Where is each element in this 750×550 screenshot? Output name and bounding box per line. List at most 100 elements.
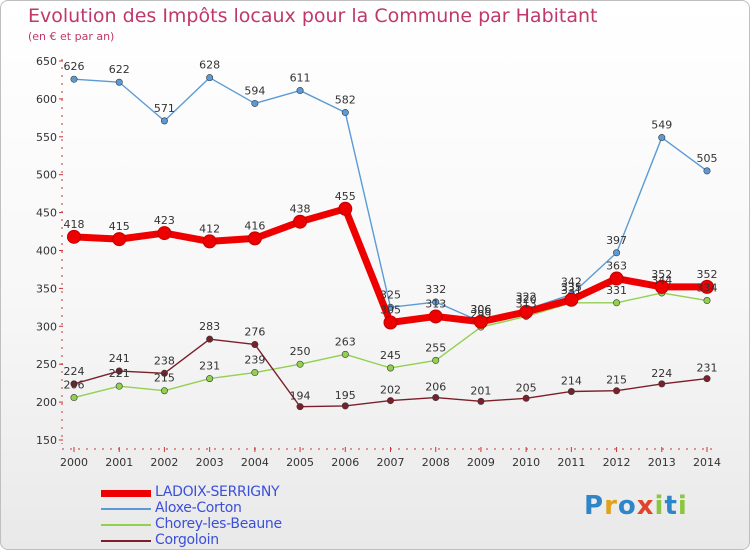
data-label: 241 <box>109 352 130 365</box>
data-point <box>613 249 621 257</box>
data-label: 231 <box>199 360 220 373</box>
data-point <box>567 387 575 395</box>
data-label: 231 <box>697 362 718 375</box>
data-label: 334 <box>697 282 718 295</box>
data-label: 335 <box>561 281 582 294</box>
data-point <box>67 229 81 244</box>
data-point <box>341 350 349 358</box>
data-label: 320 <box>516 293 537 306</box>
data-point <box>609 271 624 286</box>
data-point <box>700 279 714 294</box>
data-point <box>473 314 488 329</box>
x-tick-label: 2002 <box>150 456 178 469</box>
data-point <box>251 99 259 107</box>
data-point <box>157 226 172 241</box>
data-point <box>338 201 353 216</box>
x-tick-label: 2001 <box>105 456 133 469</box>
data-point <box>247 231 262 246</box>
data-label: 412 <box>199 222 220 235</box>
data-label: 549 <box>651 119 672 132</box>
data-label: 255 <box>425 341 446 354</box>
data-point <box>70 380 78 388</box>
data-label: 306 <box>470 303 491 316</box>
data-point <box>658 134 666 142</box>
data-point <box>251 340 259 348</box>
y-tick-label: 350 <box>36 282 57 295</box>
data-point <box>112 232 127 247</box>
data-label: 418 <box>64 218 85 231</box>
data-label: 611 <box>290 72 311 85</box>
data-label: 622 <box>109 63 130 76</box>
legend-swatch <box>101 524 151 526</box>
logo-letter: r <box>604 491 618 521</box>
y-tick-label: 650 <box>36 55 57 68</box>
data-label: 415 <box>109 220 130 233</box>
data-label: 205 <box>516 381 537 394</box>
data-label: 239 <box>244 354 265 367</box>
y-tick-label: 250 <box>36 358 57 371</box>
logo-letter: P <box>584 491 605 521</box>
data-label: 206 <box>64 379 85 392</box>
data-label: 416 <box>244 219 265 232</box>
data-label: 626 <box>64 60 85 73</box>
data-point <box>613 387 621 395</box>
logo-letter: t <box>664 491 678 521</box>
x-tick-label: 2011 <box>557 456 585 469</box>
data-point <box>206 335 214 343</box>
legend-swatch <box>101 508 151 510</box>
data-label: 215 <box>154 372 175 385</box>
data-point <box>160 387 168 395</box>
data-label: 322 <box>516 291 537 304</box>
legend-label: LADOIX-SERRIGNY <box>155 484 280 500</box>
data-point <box>564 292 579 307</box>
x-tick-label: 2003 <box>196 456 224 469</box>
data-label: 214 <box>561 374 582 387</box>
data-point <box>115 367 123 375</box>
data-label: 455 <box>335 190 356 203</box>
data-point <box>296 87 304 95</box>
data-point <box>115 382 123 390</box>
logo-letter: i <box>677 491 688 521</box>
data-point <box>341 402 349 410</box>
data-point <box>428 309 443 324</box>
x-tick-label: 2013 <box>648 456 676 469</box>
y-tick-label: 550 <box>36 131 57 144</box>
data-label: 224 <box>64 365 85 378</box>
y-tick-label: 500 <box>36 169 57 182</box>
y-tick-label: 200 <box>36 396 57 409</box>
data-label: 299 <box>470 308 491 321</box>
data-label: 331 <box>606 284 627 297</box>
data-label: 571 <box>154 102 175 115</box>
data-label: 206 <box>425 381 446 394</box>
data-point <box>658 380 666 388</box>
data-point <box>522 394 530 402</box>
data-point <box>703 167 711 175</box>
data-label: 332 <box>425 283 446 296</box>
legend-label: Corgoloin <box>155 532 219 548</box>
data-point <box>206 375 214 383</box>
x-tick-label: 2006 <box>331 456 359 469</box>
data-label: 201 <box>470 384 491 397</box>
data-label: 306 <box>470 303 491 316</box>
data-point <box>383 315 398 330</box>
data-point <box>296 403 304 411</box>
data-point <box>432 356 440 364</box>
data-point <box>202 234 217 249</box>
data-point <box>70 394 78 402</box>
legend-label: Aloxe-Corton <box>155 500 242 516</box>
data-label: 325 <box>380 288 401 301</box>
data-label: 215 <box>606 374 627 387</box>
data-point <box>160 369 168 377</box>
y-tick-label: 300 <box>36 320 57 333</box>
data-label: 331 <box>561 284 582 297</box>
data-label: 423 <box>154 214 175 227</box>
data-point <box>160 117 168 125</box>
x-tick-label: 2008 <box>422 456 450 469</box>
data-label: 263 <box>335 335 356 348</box>
data-label: 363 <box>606 260 627 273</box>
x-tick-label: 2012 <box>603 456 631 469</box>
legend-swatch <box>101 540 151 542</box>
proxiti-logo: Proxiti <box>584 491 688 521</box>
data-label: 438 <box>290 203 311 216</box>
